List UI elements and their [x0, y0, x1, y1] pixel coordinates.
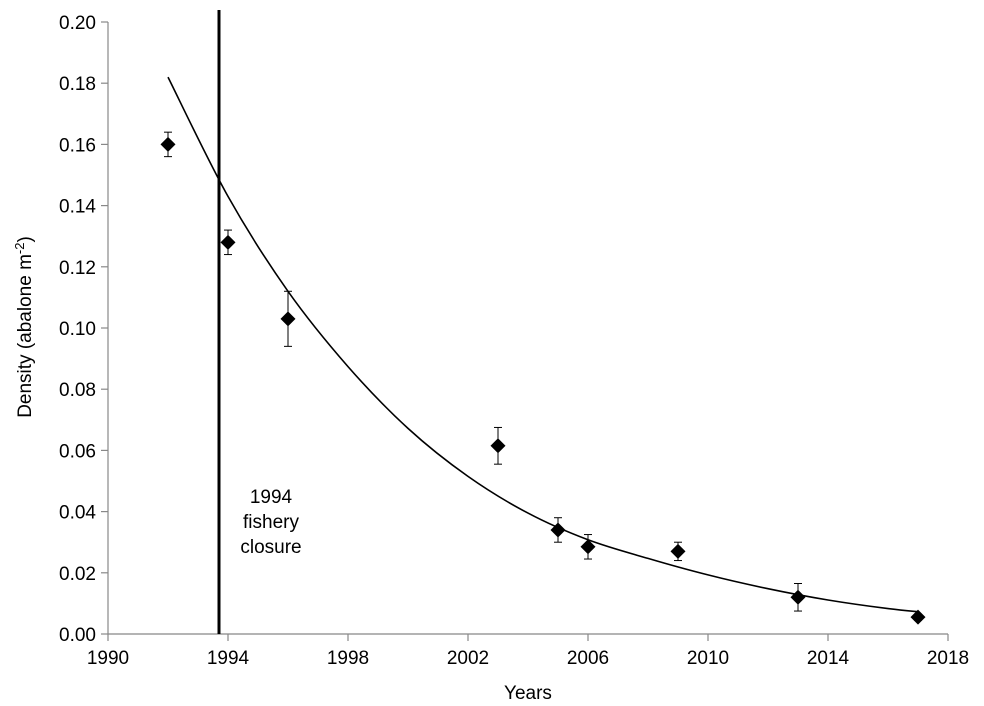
data-point-diamond — [160, 136, 176, 152]
x-tick-label: 1998 — [327, 648, 369, 669]
trendline-group — [167, 76, 919, 613]
y-tick-label: 0.04 — [59, 503, 96, 524]
x-tick-label: 2006 — [567, 648, 609, 669]
y-tick-label: 0.00 — [59, 625, 96, 646]
data-point-diamond — [580, 539, 596, 555]
data-point-diamond — [490, 438, 506, 454]
y-axis-title-suffix: ) — [15, 236, 36, 242]
exponential-trendline — [167, 76, 919, 613]
x-tick-label: 2002 — [447, 648, 489, 669]
y-tick-label: 0.02 — [59, 564, 96, 585]
annotation-line-2: fishery — [243, 512, 299, 533]
y-tick-label: 0.14 — [59, 197, 96, 218]
y-tick-label: 0.18 — [59, 74, 96, 95]
annotation-line-3: closure — [240, 537, 301, 558]
y-axis-title-main: Density (abalone m — [15, 254, 36, 418]
data-point-diamond — [550, 522, 566, 538]
data-point-diamond — [220, 234, 236, 250]
x-tick-label: 1990 — [87, 648, 129, 669]
data-points — [160, 131, 926, 625]
tick-labels: 0.00 0.02 0.04 0.06 0.08 0.10 0.12 0.14 0.16 0.18… — [59, 13, 969, 669]
x-tick-label: 2018 — [927, 648, 969, 669]
x-tick-label: 1994 — [207, 648, 250, 669]
y-tick-label: 0.12 — [59, 258, 96, 279]
data-point-diamond — [670, 543, 686, 559]
axes — [101, 21, 949, 641]
annotation-line-1: 1994 — [250, 487, 293, 508]
x-tick-label: 2010 — [687, 648, 729, 669]
y-tick-label: 0.20 — [59, 13, 96, 34]
y-tick-label: 0.10 — [59, 319, 96, 340]
data-point-diamond — [280, 311, 296, 327]
x-axis-title: Years — [504, 683, 552, 704]
y-axis-title-superscript: -2 — [12, 243, 27, 255]
y-tick-label: 0.08 — [59, 380, 96, 401]
annotation: 1994 fishery closure — [240, 487, 301, 558]
y-tick-label: 0.06 — [59, 441, 96, 462]
y-tick-label: 0.16 — [59, 135, 96, 156]
data-point-diamond — [790, 589, 806, 605]
data-point-diamond — [910, 609, 926, 625]
y-axis-title: Density (abalone m-2) — [12, 236, 36, 418]
x-tick-label: 2014 — [807, 648, 850, 669]
